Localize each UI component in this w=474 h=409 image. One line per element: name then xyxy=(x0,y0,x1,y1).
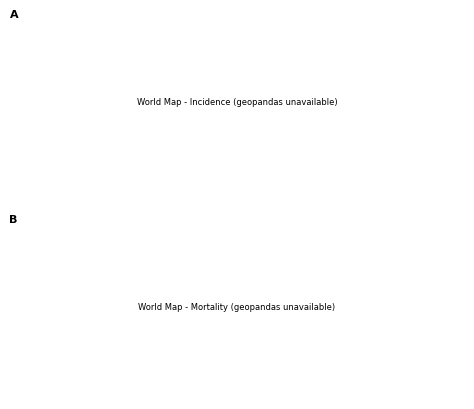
Text: B: B xyxy=(9,215,18,225)
Text: A: A xyxy=(9,10,18,20)
Text: World Map - Mortality (geopandas unavailable): World Map - Mortality (geopandas unavail… xyxy=(138,302,336,311)
Text: World Map - Incidence (geopandas unavailable): World Map - Incidence (geopandas unavail… xyxy=(137,98,337,107)
